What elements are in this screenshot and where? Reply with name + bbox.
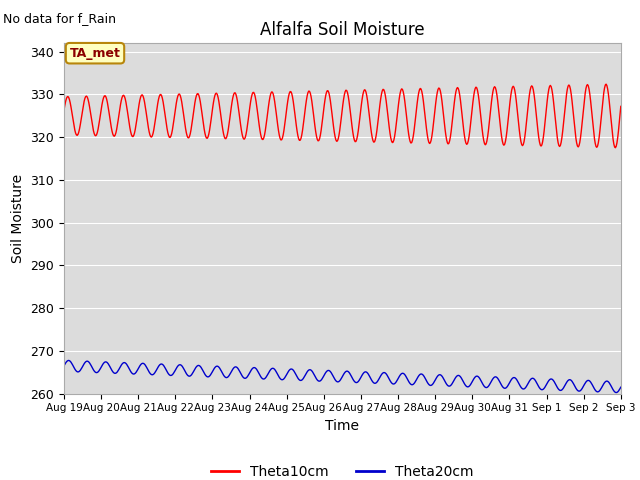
Line: Theta20cm: Theta20cm xyxy=(64,360,621,393)
Theta20cm xyxy=(71,366,79,372)
Theta10cm xyxy=(602,81,610,87)
Theta10cm xyxy=(410,128,418,134)
Theta20cm xyxy=(65,358,72,363)
Legend: Theta10cm, Theta20cm: Theta10cm, Theta20cm xyxy=(205,460,479,480)
Theta20cm xyxy=(214,364,222,370)
Theta10cm xyxy=(214,92,221,97)
Theta20cm xyxy=(411,380,419,385)
Theta10cm xyxy=(612,145,620,151)
Theta10cm xyxy=(426,140,434,146)
Theta20cm xyxy=(185,373,193,379)
Theta20cm xyxy=(128,371,136,376)
Theta10cm xyxy=(184,135,192,141)
Title: Alfalfa Soil Moisture: Alfalfa Soil Moisture xyxy=(260,21,425,39)
Theta20cm xyxy=(612,390,620,396)
Theta10cm xyxy=(60,108,68,113)
Text: TA_met: TA_met xyxy=(70,47,120,60)
Theta10cm xyxy=(70,123,78,129)
Text: No data for f_Rain: No data for f_Rain xyxy=(3,12,116,25)
Theta20cm xyxy=(617,384,625,390)
Line: Theta10cm: Theta10cm xyxy=(64,84,621,148)
Theta20cm xyxy=(60,363,68,369)
Y-axis label: Soil Moisture: Soil Moisture xyxy=(11,174,25,263)
X-axis label: Time: Time xyxy=(325,419,360,433)
Theta10cm xyxy=(127,132,135,137)
Theta20cm xyxy=(428,383,435,388)
Theta10cm xyxy=(617,104,625,109)
